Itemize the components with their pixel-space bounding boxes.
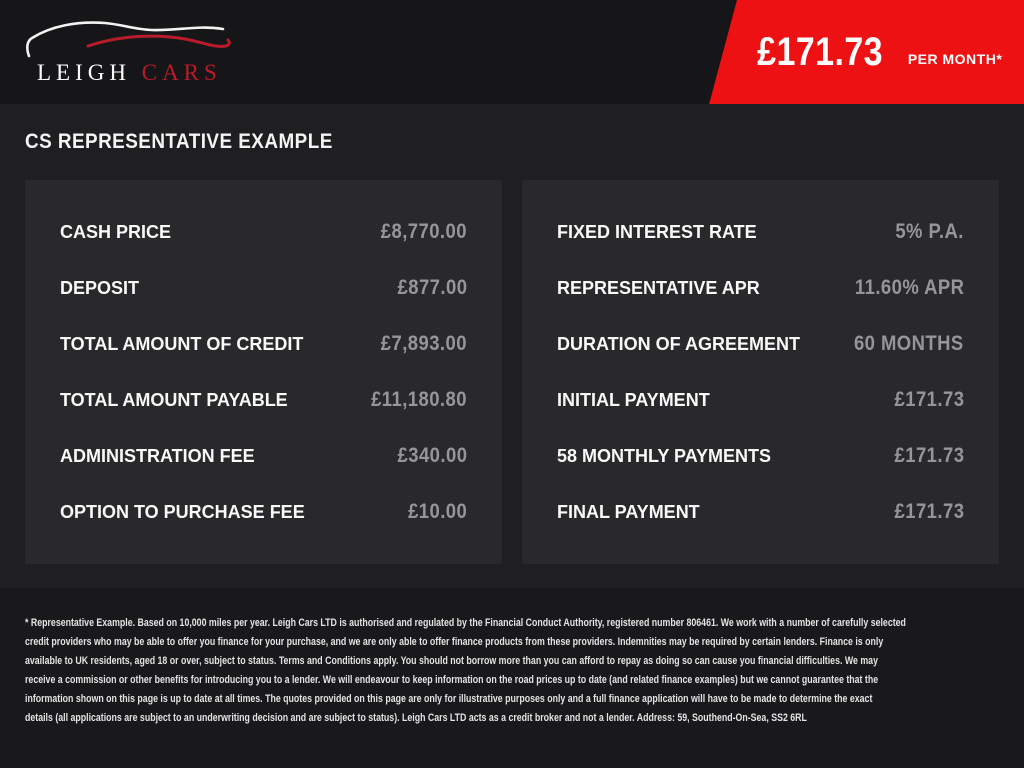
row-value: £10.00 [407, 500, 467, 523]
finance-row-admin-fee: ADMINISTRATION FEE £340.00 [60, 428, 467, 484]
row-value: £171.73 [894, 500, 964, 523]
row-label: ADMINISTRATION FEE [60, 445, 255, 466]
monthly-price-period: PER MONTH* [907, 51, 1003, 67]
logo-word-cars: CARS [141, 60, 222, 85]
header: LEIGH CARS £171.73 PER MONTH* [0, 0, 1024, 104]
row-label: TOTAL AMOUNT PAYABLE [60, 389, 288, 410]
finance-row-total-credit: TOTAL AMOUNT OF CREDIT £7,893.00 [60, 316, 467, 372]
row-label: 58 MONTHLY PAYMENTS [557, 445, 772, 466]
finance-row-interest-rate: FIXED INTEREST RATE 5% P.A. [557, 204, 964, 260]
legal-text-line: * Representative Example. Based on 10,00… [25, 617, 906, 629]
legal-text-line: available to UK residents, aged 18 or ov… [25, 655, 878, 667]
row-label: INITIAL PAYMENT [557, 389, 710, 410]
row-value: £8,770.00 [380, 220, 467, 243]
row-value: £11,180.80 [371, 388, 467, 411]
finance-row-duration: DURATION OF AGREEMENT 60 MONTHS [557, 316, 964, 372]
finance-row-apr: REPRESENTATIVE APR 11.60% APR [557, 260, 964, 316]
row-value: 5% P.A. [895, 220, 964, 243]
row-value: 11.60% APR [854, 276, 964, 299]
legal-text-line: details (all applications are subject to… [25, 712, 807, 724]
legal-text-line: receive a commission or other benefits f… [25, 674, 879, 686]
row-value: £171.73 [894, 444, 964, 467]
car-swoosh-icon [26, 21, 231, 58]
logo-wordmark: LEIGH CARS [37, 60, 222, 86]
row-value: £7,893.00 [380, 332, 467, 355]
finance-row-total-payable: TOTAL AMOUNT PAYABLE £11,180.80 [60, 372, 467, 428]
monthly-price-banner: £171.73 PER MONTH* [709, 0, 1024, 104]
row-value: 60 MONTHS [854, 332, 964, 355]
finance-row-initial-payment: INITIAL PAYMENT £171.73 [557, 372, 964, 428]
finance-row-cash-price: CASH PRICE £8,770.00 [60, 204, 467, 260]
row-label: TOTAL AMOUNT OF CREDIT [60, 333, 304, 354]
legal-footer: * Representative Example. Based on 10,00… [0, 588, 1024, 768]
row-label: FIXED INTEREST RATE [557, 221, 757, 242]
leigh-cars-logo[interactable]: LEIGH CARS [25, 20, 235, 86]
row-value: £340.00 [397, 444, 467, 467]
row-label: DURATION OF AGREEMENT [557, 333, 800, 354]
page-title: CS REPRESENTATIVE EXAMPLE [25, 130, 333, 153]
row-label: OPTION TO PURCHASE FEE [60, 501, 305, 522]
finance-panels: CASH PRICE £8,770.00 DEPOSIT £877.00 TOT… [25, 180, 999, 564]
finance-panel-right: FIXED INTEREST RATE 5% P.A. REPRESENTATI… [522, 180, 999, 564]
finance-row-deposit: DEPOSIT £877.00 [60, 260, 467, 316]
row-label: REPRESENTATIVE APR [557, 277, 760, 298]
row-value: £877.00 [397, 276, 467, 299]
monthly-price-value: £171.73 [756, 29, 883, 74]
legal-text-line: credit providers who may be able to offe… [25, 636, 884, 648]
finance-panel-left: CASH PRICE £8,770.00 DEPOSIT £877.00 TOT… [25, 180, 502, 564]
main-content: CS REPRESENTATIVE EXAMPLE CASH PRICE £8,… [0, 130, 1024, 564]
monthly-price-banner-content: £171.73 PER MONTH* [737, 0, 1024, 104]
row-label: DEPOSIT [60, 277, 140, 298]
logo-word-leigh: LEIGH [37, 60, 131, 85]
finance-row-final-payment: FINAL PAYMENT £171.73 [557, 484, 964, 540]
row-value: £171.73 [894, 388, 964, 411]
finance-row-option-fee: OPTION TO PURCHASE FEE £10.00 [60, 484, 467, 540]
legal-text-line: information shown on this page is up to … [25, 693, 873, 705]
row-label: CASH PRICE [60, 221, 172, 242]
row-label: FINAL PAYMENT [557, 501, 700, 522]
finance-row-monthly-payments: 58 MONTHLY PAYMENTS £171.73 [557, 428, 964, 484]
